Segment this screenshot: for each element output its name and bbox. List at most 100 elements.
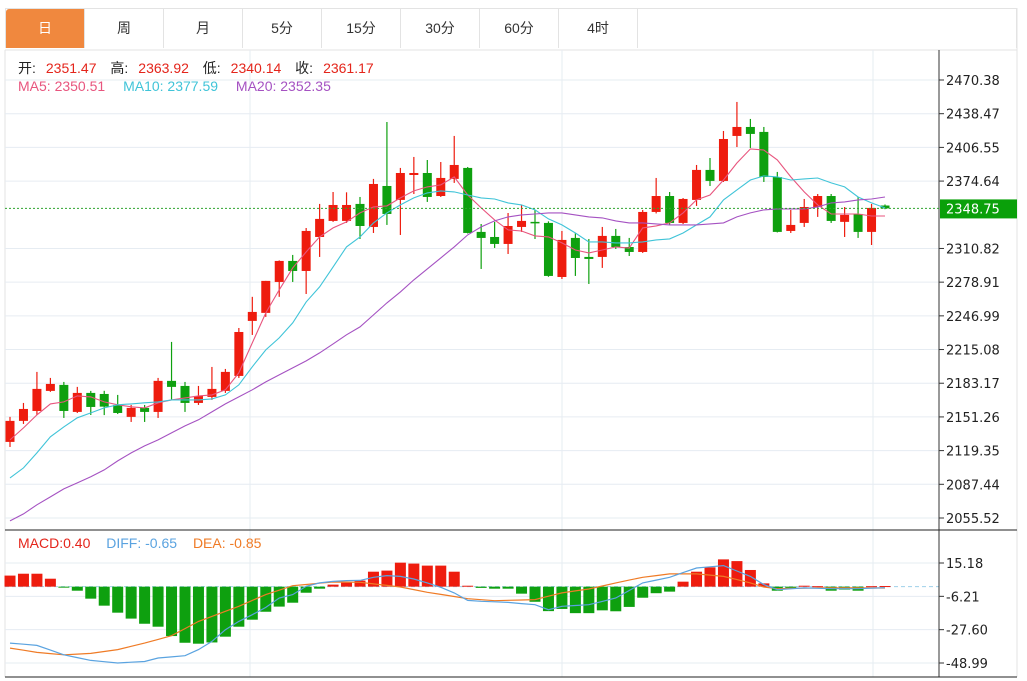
candle	[476, 223, 486, 269]
candle	[72, 386, 82, 413]
tab-5min[interactable]: 5分	[243, 9, 322, 48]
macd-bar	[44, 578, 56, 587]
price-tick-label: 2438.47	[946, 108, 1000, 123]
candle	[543, 221, 553, 277]
candle	[261, 280, 271, 317]
dea-line	[9, 573, 885, 656]
candle-body	[570, 237, 580, 258]
macd-bar	[435, 565, 447, 587]
macd-bar	[17, 573, 29, 587]
candle-body	[759, 131, 769, 178]
macd-bar	[623, 586, 635, 607]
candle-body	[409, 172, 419, 175]
candle-body	[167, 380, 177, 387]
candle-body	[867, 207, 877, 232]
price-tick-label: 2470.38	[946, 74, 1000, 89]
macd-bar	[4, 575, 16, 587]
macd-bar	[475, 586, 487, 588]
candle-body	[772, 177, 782, 232]
candle	[651, 177, 661, 214]
candle	[126, 404, 136, 422]
macd-value: MACD:0.40	[18, 535, 91, 551]
candle	[180, 381, 190, 412]
candle-body	[705, 169, 715, 181]
macd-bar	[31, 573, 43, 587]
candle	[772, 171, 782, 233]
candle-body	[382, 185, 392, 214]
macd-bar	[98, 586, 110, 606]
price-tick-label: 2406.55	[946, 141, 1000, 156]
macd-tick-label: -27.60	[946, 624, 988, 639]
macd-bar	[246, 586, 258, 620]
candle	[517, 204, 527, 232]
candle-body	[86, 392, 96, 407]
candle	[395, 167, 405, 235]
candle	[611, 228, 621, 250]
macd-bar	[704, 567, 716, 587]
macd-bar	[260, 586, 272, 612]
macd-bar	[300, 586, 312, 593]
macd-bar	[381, 570, 393, 587]
candle-body	[18, 408, 28, 421]
candle-body	[517, 220, 527, 227]
candle-body	[732, 126, 742, 136]
tab-month[interactable]: 月	[164, 9, 243, 48]
candle-body	[422, 172, 432, 197]
tab-week[interactable]: 周	[85, 9, 164, 48]
macd-bar	[664, 586, 676, 592]
candle-body	[449, 164, 459, 179]
candle	[597, 226, 607, 268]
candle-body	[476, 231, 486, 238]
price-tick-label: 2151.26	[946, 411, 1000, 426]
tab-60min[interactable]: 60分	[480, 9, 559, 48]
candles	[5, 101, 890, 447]
tab-15min[interactable]: 15分	[322, 9, 401, 48]
candle-body	[530, 221, 540, 224]
candle	[5, 416, 15, 447]
macd-bar	[542, 586, 554, 612]
macd-bar	[448, 571, 460, 587]
candle-body	[315, 218, 325, 237]
candle	[463, 166, 473, 234]
candle-body	[678, 198, 688, 223]
candle	[99, 390, 109, 416]
candle	[692, 164, 702, 206]
macd-bar	[112, 586, 124, 613]
macd-bar	[139, 586, 151, 624]
macd-bar	[717, 559, 729, 587]
macd-bar	[71, 586, 83, 591]
candle	[422, 160, 432, 202]
macd-bar	[273, 586, 285, 607]
candle-body	[328, 204, 338, 221]
macd-bar	[367, 571, 379, 587]
candle	[355, 196, 365, 239]
macd-bar	[354, 580, 366, 587]
tab-4hour[interactable]: 4时	[559, 9, 638, 48]
close-label: 收:	[295, 60, 314, 76]
candle-body	[395, 172, 405, 200]
candle-body	[72, 392, 82, 412]
tab-30min[interactable]: 30分	[401, 9, 480, 48]
current-price-label: 2348.75	[946, 202, 1000, 217]
macd-bar	[785, 586, 797, 588]
candle	[153, 377, 163, 418]
candle	[167, 341, 177, 400]
macd-bar	[489, 586, 501, 589]
macd-bar	[798, 585, 810, 587]
ma5-line	[9, 148, 885, 441]
candle	[247, 296, 257, 335]
tab-day[interactable]: 日	[6, 9, 85, 48]
price-tick-label: 2055.52	[946, 512, 1000, 527]
macd-bar	[125, 586, 137, 619]
macd-bar	[341, 582, 353, 587]
candle	[732, 101, 742, 148]
macd-tick-label: -48.99	[946, 657, 988, 672]
candle	[786, 209, 796, 233]
macd-bar	[327, 584, 339, 587]
macd-bar	[691, 571, 703, 587]
macd-bar	[516, 586, 528, 594]
macd-bar	[596, 586, 608, 611]
candle-body	[368, 183, 378, 227]
macd-tick-label: 15.18	[946, 557, 983, 572]
